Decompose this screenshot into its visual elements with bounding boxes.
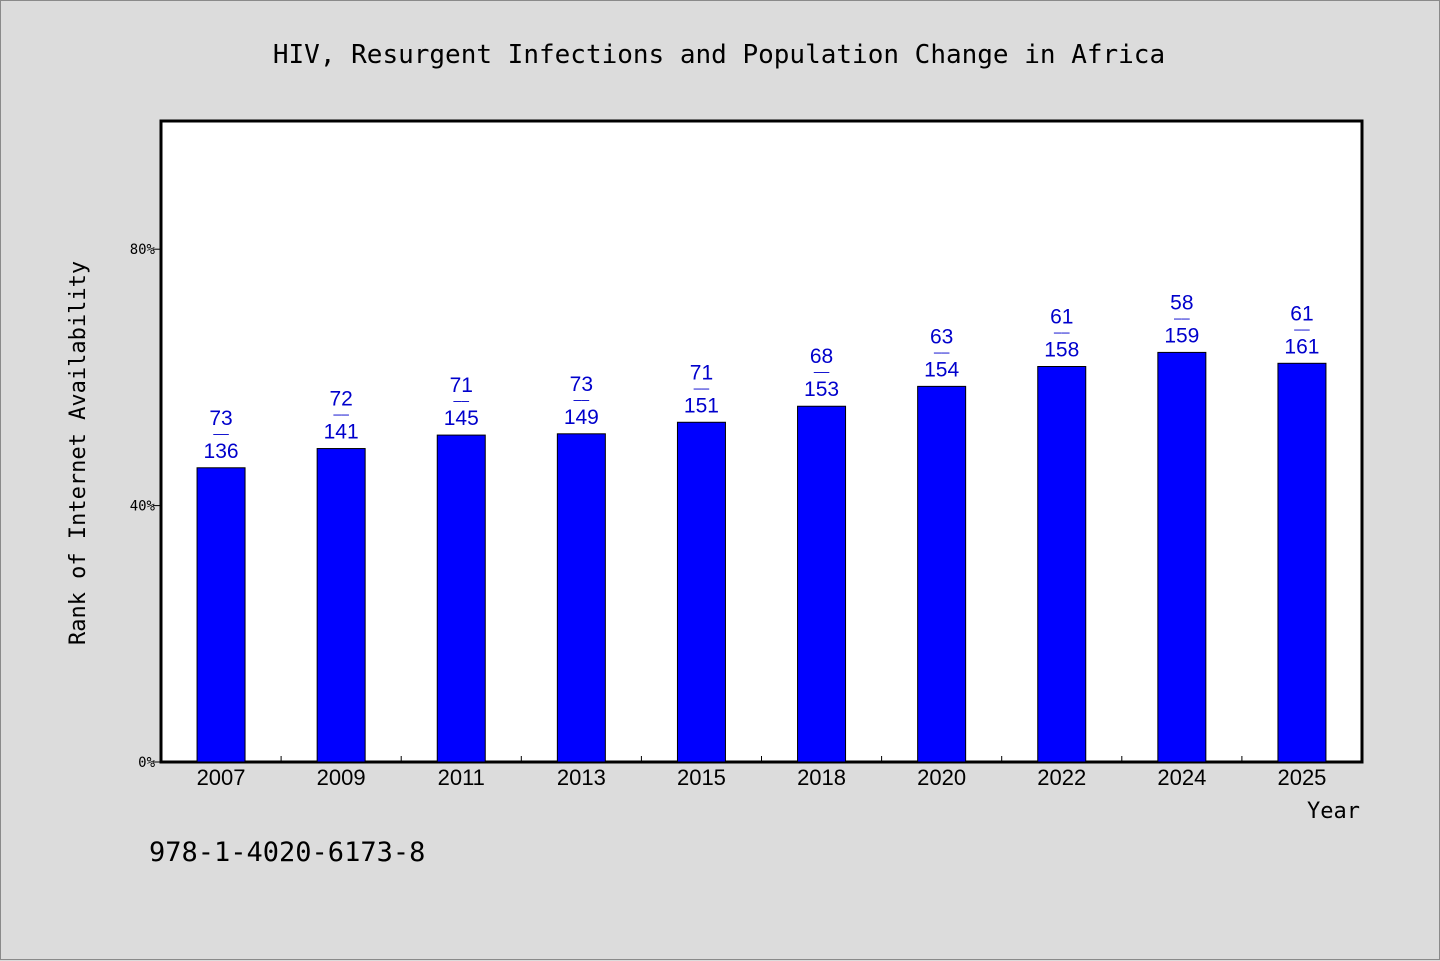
data-label-bottom: 136 bbox=[204, 440, 239, 463]
data-label-bottom: 154 bbox=[924, 358, 959, 381]
data-label-top: 61 bbox=[1290, 302, 1313, 325]
x-tick-label: 2009 bbox=[317, 765, 366, 790]
x-tick-label: 2025 bbox=[1277, 765, 1326, 790]
data-label-bottom: 159 bbox=[1164, 324, 1199, 347]
bar bbox=[316, 448, 366, 763]
x-tick-label: 2018 bbox=[797, 765, 846, 790]
data-label-bottom: 153 bbox=[804, 378, 839, 401]
data-label-separator: —— bbox=[1054, 326, 1070, 341]
data-label-separator: —— bbox=[814, 365, 830, 380]
data-label-separator: —— bbox=[574, 393, 590, 408]
data-label-top: 73 bbox=[209, 407, 232, 430]
x-tick-label: 2011 bbox=[438, 765, 485, 790]
data-label-separator: —— bbox=[453, 394, 469, 409]
bar bbox=[1277, 362, 1327, 763]
bar bbox=[1157, 351, 1207, 763]
data-label-top: 71 bbox=[690, 361, 713, 384]
data-label-top: 68 bbox=[810, 345, 833, 368]
bar-series bbox=[196, 351, 1327, 763]
data-label-top: 58 bbox=[1170, 291, 1193, 314]
bar bbox=[797, 405, 847, 763]
data-label-top: 73 bbox=[570, 373, 593, 396]
data-label-separator: —— bbox=[694, 381, 710, 396]
y-axis-label: Rank of Internet Availability bbox=[66, 261, 91, 645]
data-label-separator: —— bbox=[1294, 322, 1310, 337]
chart-title: HIV, Resurgent Infections and Population… bbox=[273, 40, 1165, 70]
data-label-bottom: 149 bbox=[564, 406, 599, 429]
data-label-bottom: 151 bbox=[684, 394, 719, 417]
data-label-separator: —— bbox=[333, 408, 349, 423]
data-label-separator: —— bbox=[213, 427, 229, 442]
bar bbox=[436, 434, 486, 763]
x-tick-label: 2015 bbox=[677, 765, 726, 790]
y-tick-label: 40% bbox=[130, 499, 156, 515]
data-label-separator: —— bbox=[934, 345, 950, 360]
data-label-top: 72 bbox=[329, 388, 352, 411]
y-tick-label: 80% bbox=[130, 242, 156, 258]
bar bbox=[1037, 366, 1087, 763]
x-tick-label: 2013 bbox=[557, 765, 606, 790]
x-tick-label: 2022 bbox=[1037, 765, 1086, 790]
y-axis-ticks: 0% 40% 80% bbox=[130, 242, 161, 771]
bar bbox=[917, 385, 967, 763]
data-label-top: 71 bbox=[450, 374, 473, 397]
x-axis-ticks: 2007 2009 2011 2013 2015 2018 2020 2022 2024 2025 bbox=[197, 756, 1326, 790]
x-axis-label: Year bbox=[1307, 799, 1360, 824]
data-label-top: 61 bbox=[1050, 306, 1073, 329]
bar bbox=[556, 433, 606, 763]
bar bbox=[196, 467, 246, 763]
x-tick-label: 2020 bbox=[917, 765, 966, 790]
data-label-bottom: 145 bbox=[444, 407, 479, 430]
data-label-bottom: 141 bbox=[324, 421, 359, 444]
data-label-bottom: 158 bbox=[1044, 339, 1079, 362]
data-label-separator: —— bbox=[1174, 311, 1190, 326]
data-label-bottom: 161 bbox=[1284, 335, 1319, 358]
data-labels: 136——73141——72145——71149——73151——71153——… bbox=[204, 291, 1320, 462]
x-tick-label: 2007 bbox=[197, 765, 246, 790]
isbn-text: 978-1-4020-6173-8 bbox=[149, 837, 426, 868]
bar bbox=[676, 421, 726, 763]
x-tick-label: 2024 bbox=[1157, 765, 1206, 790]
data-label-top: 63 bbox=[930, 325, 953, 348]
y-tick-label: 0% bbox=[138, 755, 155, 771]
